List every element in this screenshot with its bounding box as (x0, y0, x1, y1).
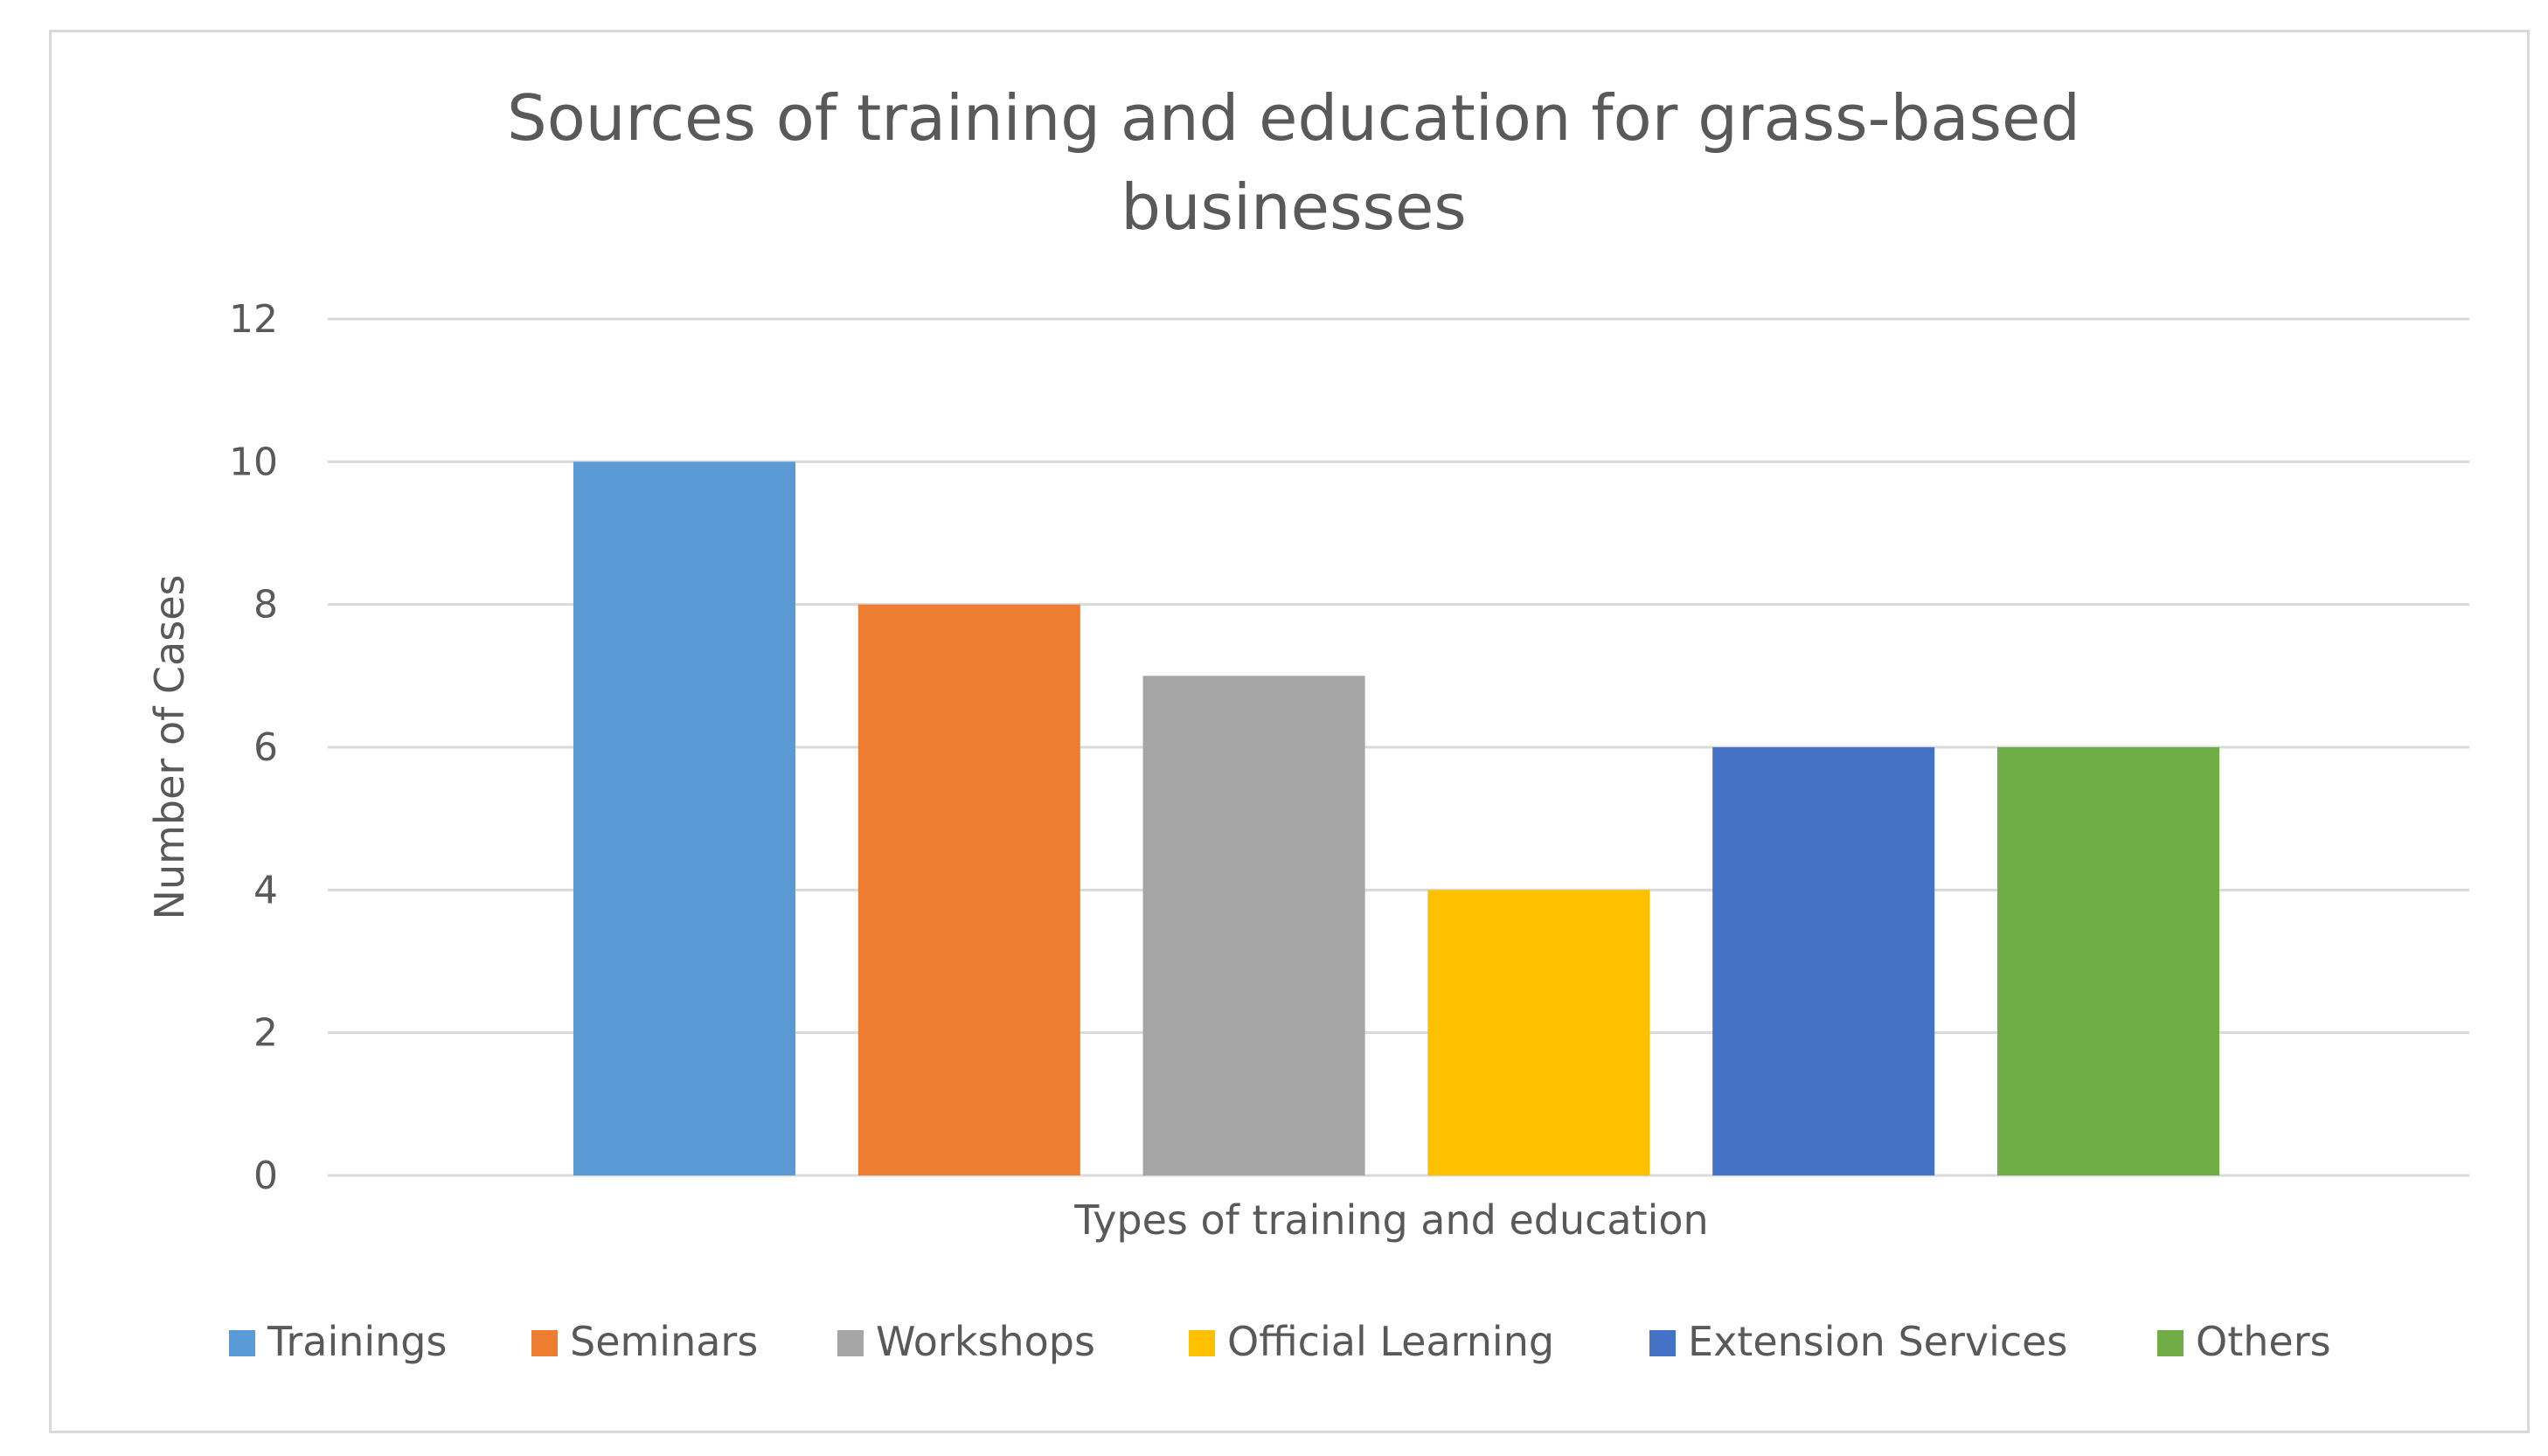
legend-swatch-seminars (531, 1330, 558, 1356)
legend-label-seminars: Seminars (570, 1318, 758, 1365)
legend-swatch-official-learning (1189, 1330, 1215, 1356)
chart-title-line-2: businesses (1121, 170, 1467, 244)
legend-label-official-learning: Official Learning (1227, 1318, 1554, 1365)
legend: Trainings Seminars Workshops Official Learn… (229, 1318, 2331, 1365)
legend-swatch-extension-services (1649, 1330, 1676, 1356)
legend-label-workshops: Workshops (876, 1318, 1095, 1365)
bar-seminars (857, 604, 1080, 1175)
bar-others (1997, 747, 2219, 1175)
bars (573, 461, 2219, 1175)
legend-label-trainings: Trainings (267, 1318, 447, 1365)
bar-extension-services (1712, 747, 1935, 1175)
x-axis-title: Types of training and education (1073, 1196, 1708, 1244)
legend-label-others: Others (2196, 1318, 2331, 1365)
bar-workshops (1142, 676, 1365, 1175)
y-tick-label: 8 (253, 583, 278, 627)
bar-official-learning (1427, 890, 1650, 1175)
y-tick-label: 4 (253, 868, 278, 912)
y-tick-label: 0 (253, 1154, 278, 1198)
y-tick-label: 10 (229, 440, 278, 484)
bar-trainings (573, 461, 795, 1175)
chart-title-line-1: Sources of training and education for gr… (507, 81, 2080, 155)
legend-swatch-workshops (837, 1330, 864, 1356)
legend-swatch-others (2157, 1330, 2184, 1356)
y-axis-ticks: 0 2 4 6 8 10 12 (229, 297, 278, 1198)
y-tick-label: 6 (253, 725, 278, 770)
legend-swatch-trainings (229, 1330, 255, 1356)
chart-title: Sources of training and education for gr… (507, 81, 2080, 244)
y-axis-title: Number of Cases (146, 575, 193, 920)
y-tick-label: 2 (253, 1011, 278, 1056)
y-tick-label: 12 (229, 297, 278, 342)
legend-label-extension-services: Extension Services (1688, 1318, 2067, 1365)
